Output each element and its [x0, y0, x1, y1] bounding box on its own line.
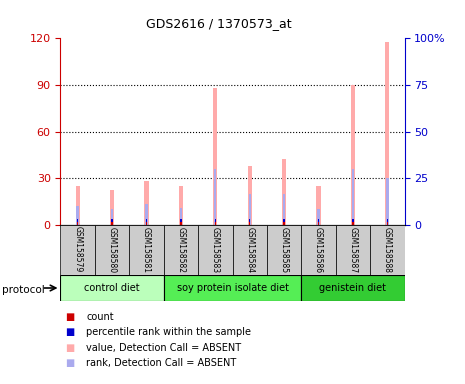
Bar [215, 219, 216, 222]
Bar [146, 219, 147, 222]
Bar [180, 219, 181, 222]
Bar [282, 159, 286, 225]
Bar [76, 206, 79, 225]
Bar [213, 88, 217, 225]
Text: ■: ■ [65, 358, 74, 368]
Text: GSM158584: GSM158584 [245, 227, 254, 273]
Bar [112, 219, 113, 222]
Bar [60, 225, 95, 275]
Bar [179, 186, 183, 225]
Bar [95, 225, 129, 275]
Bar [145, 181, 148, 225]
Text: GSM158579: GSM158579 [73, 227, 82, 273]
Bar [336, 225, 370, 275]
Bar [164, 225, 198, 275]
Text: GSM158581: GSM158581 [142, 227, 151, 273]
Bar [110, 190, 114, 225]
Bar [385, 41, 389, 225]
Text: control diet: control diet [84, 283, 140, 293]
Bar [129, 225, 164, 275]
Bar [317, 209, 320, 225]
Bar [386, 178, 389, 225]
Text: GSM158585: GSM158585 [279, 227, 289, 273]
Text: GSM158580: GSM158580 [107, 227, 117, 273]
Bar [179, 208, 182, 225]
Bar [180, 222, 181, 225]
Text: soy protein isolate diet: soy protein isolate diet [177, 283, 288, 293]
Bar [198, 225, 232, 275]
Bar [352, 222, 353, 225]
Bar [112, 222, 113, 225]
Bar [318, 222, 319, 225]
Bar [249, 222, 250, 225]
Text: protocol: protocol [2, 285, 45, 295]
Bar [111, 209, 113, 225]
Bar [146, 222, 147, 225]
Text: GSM158586: GSM158586 [314, 227, 323, 273]
Bar [301, 225, 336, 275]
Text: rank, Detection Call = ABSENT: rank, Detection Call = ABSENT [86, 358, 236, 368]
Text: genistein diet: genistein diet [319, 283, 386, 293]
Bar [351, 85, 355, 225]
Bar [352, 169, 354, 225]
Text: count: count [86, 312, 113, 322]
Bar [60, 275, 164, 301]
Text: ■: ■ [65, 312, 74, 322]
Bar [284, 219, 285, 222]
Bar [267, 225, 301, 275]
Text: ■: ■ [65, 343, 74, 353]
Text: GDS2616 / 1370573_at: GDS2616 / 1370573_at [146, 17, 292, 30]
Bar [232, 225, 267, 275]
Bar [76, 186, 80, 225]
Bar [387, 219, 388, 222]
Bar [77, 219, 78, 222]
Bar [284, 222, 285, 225]
Bar [387, 222, 388, 225]
Bar [370, 225, 405, 275]
Bar [283, 194, 286, 225]
Text: GSM158583: GSM158583 [211, 227, 220, 273]
Bar [352, 219, 353, 222]
Bar [145, 204, 148, 225]
Text: GSM158587: GSM158587 [348, 227, 358, 273]
Text: value, Detection Call = ABSENT: value, Detection Call = ABSENT [86, 343, 241, 353]
Bar [248, 166, 252, 225]
Text: ■: ■ [65, 327, 74, 337]
Bar [248, 194, 251, 225]
Bar [301, 275, 405, 301]
Bar [318, 219, 319, 222]
Bar [317, 186, 320, 225]
Bar [214, 169, 217, 225]
Bar [215, 222, 216, 225]
Bar [249, 219, 250, 222]
Text: GSM158588: GSM158588 [383, 227, 392, 273]
Text: GSM158582: GSM158582 [176, 227, 186, 273]
Bar [164, 275, 301, 301]
Bar [77, 222, 78, 225]
Text: percentile rank within the sample: percentile rank within the sample [86, 327, 251, 337]
